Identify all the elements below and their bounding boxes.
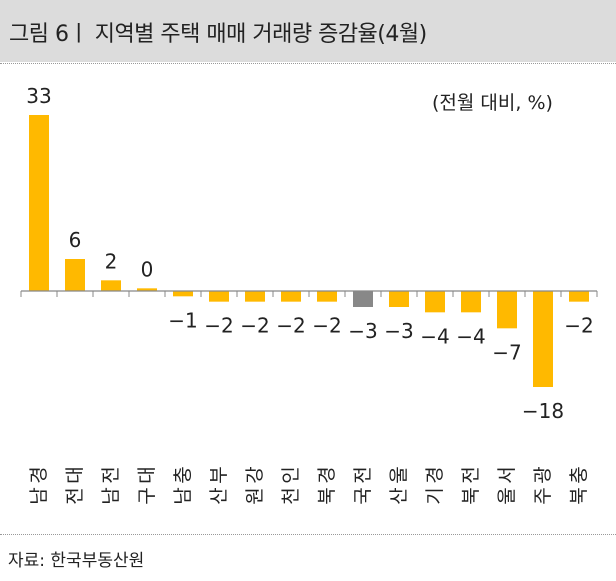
bars-group <box>29 115 589 387</box>
category-label-char: 부 <box>208 466 230 483</box>
top-divider <box>0 63 616 64</box>
bar-충북 <box>569 291 589 302</box>
unit-label: (전월 대비, %) <box>432 92 553 114</box>
category-label-char: 전 <box>460 466 482 483</box>
category-label-char: 북 <box>460 487 482 504</box>
title-bar: 그림 6ㅣ 지역별 주택 매매 거래량 증감율(4월) <box>0 0 616 62</box>
bar-광주 <box>533 291 553 387</box>
source-note: 자료: 한국부동산원 <box>8 551 145 571</box>
bar-경기 <box>425 291 445 313</box>
bar-전국 <box>353 291 373 307</box>
value-label: −4 <box>456 324 485 348</box>
bar-부산 <box>209 291 229 302</box>
bar-경남 <box>29 115 49 291</box>
bar-전북 <box>461 291 481 313</box>
category-label-char: 천 <box>280 487 302 504</box>
value-label: 0 <box>141 257 154 281</box>
category-label-char: 산 <box>208 487 230 504</box>
category-label-char: 남 <box>172 487 194 504</box>
category-label-char: 산 <box>388 487 410 504</box>
category-label-char: 경 <box>316 466 338 483</box>
value-label: −2 <box>240 314 269 338</box>
value-label: −7 <box>492 340 521 364</box>
category-label-char: 울 <box>496 487 518 504</box>
category-label-char: 경 <box>28 466 50 483</box>
value-label: −2 <box>564 314 593 338</box>
bar-서울 <box>497 291 517 329</box>
category-label-char: 대 <box>64 466 86 483</box>
bar-경북 <box>317 291 337 302</box>
category-label-char: 인 <box>280 466 302 483</box>
category-label-char: 원 <box>244 487 266 504</box>
category-label-char: 전 <box>352 466 374 483</box>
category-label-char: 광 <box>532 466 554 483</box>
category-label-char: 국 <box>352 487 374 504</box>
value-label: −3 <box>384 319 413 343</box>
category-label-char: 서 <box>496 466 518 483</box>
category-label-char: 북 <box>568 487 590 504</box>
bar-강원 <box>245 291 265 302</box>
bar-인천 <box>281 291 301 302</box>
value-label: 2 <box>105 249 118 273</box>
value-label: −2 <box>204 314 233 338</box>
category-label-char: 기 <box>424 487 446 504</box>
value-label: 33 <box>26 84 51 108</box>
bar-대구 <box>137 288 157 291</box>
category-label-char: 전 <box>64 487 86 504</box>
category-label-char: 남 <box>100 487 122 504</box>
chart-title: 그림 6ㅣ 지역별 주택 매매 거래량 증감율(4월) <box>9 22 427 47</box>
value-label: −18 <box>522 399 564 423</box>
value-label: 6 <box>69 228 82 252</box>
value-labels: 33 62 0 −1 −2 −2 −2 −2 −3 −3 −4 −4 −7 −18 −2 <box>26 84 593 423</box>
value-label: −4 <box>420 324 449 348</box>
category-label-char: 경 <box>424 466 446 483</box>
category-label-char: 구 <box>136 487 158 504</box>
category-label-char: 대 <box>136 466 158 483</box>
category-label-char: 강 <box>244 466 266 483</box>
category-label-char: 남 <box>28 487 50 504</box>
category-label-char: 충 <box>568 466 590 483</box>
bar-대전 <box>65 259 85 291</box>
bar-울산 <box>389 291 409 307</box>
category-label-char: 울 <box>388 466 410 483</box>
value-label: −1 <box>168 308 197 332</box>
value-label: −2 <box>312 314 341 338</box>
category-label-char: 충 <box>172 466 194 483</box>
bottom-divider <box>0 534 616 535</box>
category-label-char: 전 <box>100 466 122 483</box>
value-label: −3 <box>348 319 377 343</box>
bar-전남 <box>101 280 121 291</box>
bar-충남 <box>173 291 193 297</box>
value-label: −2 <box>276 314 305 338</box>
category-label-char: 주 <box>532 487 554 504</box>
category-label-char: 북 <box>316 487 338 504</box>
tick-group <box>20 291 598 297</box>
